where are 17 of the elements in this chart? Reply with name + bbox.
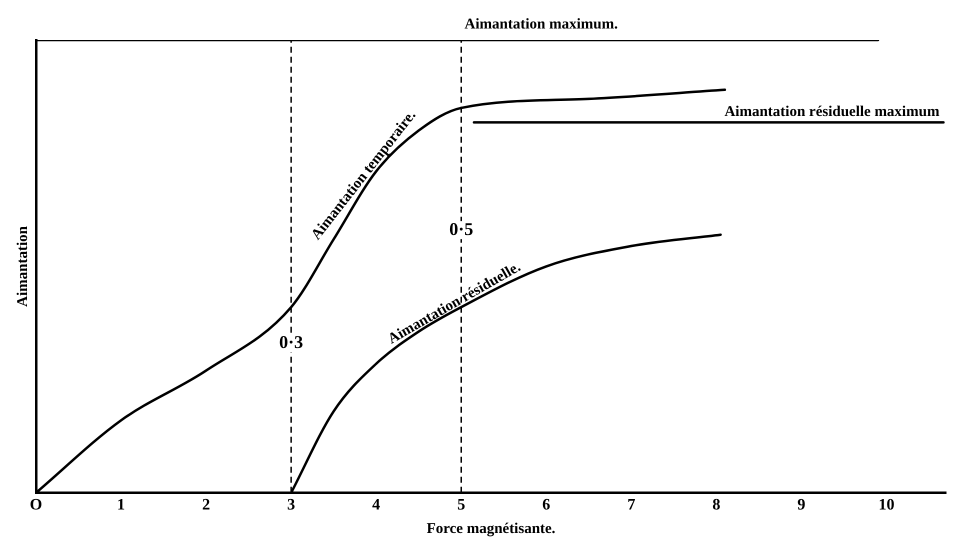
ref-line-label: 0·3	[279, 332, 304, 352]
x-tick-label: 3	[287, 496, 296, 514]
x-tick-label: 4	[372, 496, 380, 514]
x-tick-label: 7	[627, 496, 636, 514]
x-tick-label: 5	[457, 496, 466, 514]
x-tick-label: 1	[117, 496, 126, 514]
x-tick-label: 9	[797, 496, 806, 514]
x-tick-label: 6	[542, 496, 550, 514]
x-tick-label: 10	[878, 496, 894, 514]
x-axis-title: Force magnétisante.	[426, 520, 556, 537]
series-label: Aimantation maximum.	[464, 16, 618, 32]
x-tick-label: 2	[202, 496, 210, 514]
series-label: Aimantation résiduelle maximum	[724, 104, 940, 120]
x-tick-label: O	[30, 496, 42, 514]
x-tick-label: 8	[712, 496, 720, 514]
y-axis-title: Aimantation	[14, 225, 31, 307]
ref-line-label: 0·5	[449, 218, 474, 239]
